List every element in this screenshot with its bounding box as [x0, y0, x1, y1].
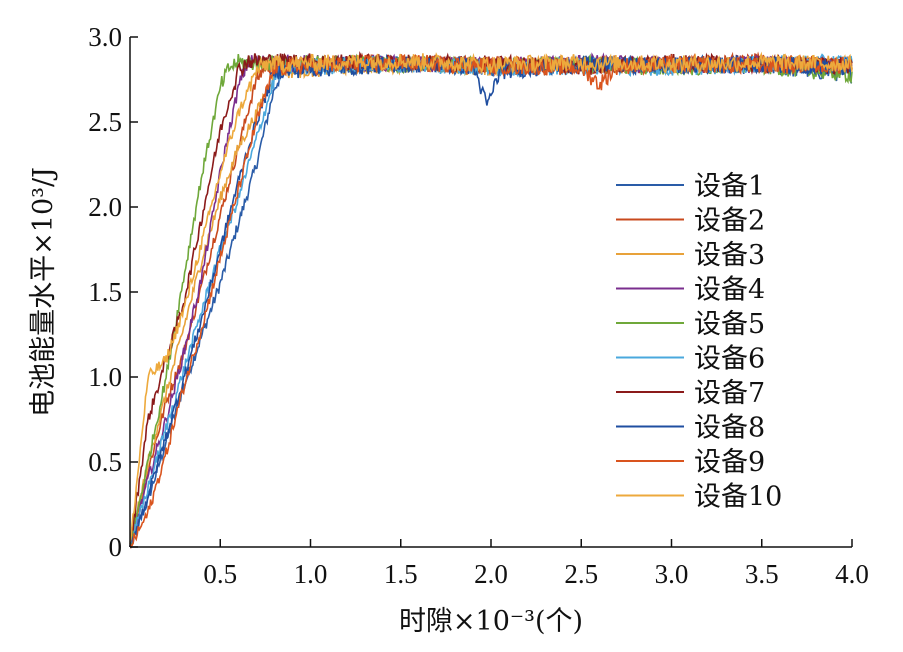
legend-label: 设备6 — [694, 344, 765, 375]
y-axis-title: 电池能量水平×10³/J — [28, 167, 59, 417]
legend-label: 设备10 — [694, 482, 782, 513]
y-tick-label: 0 — [109, 532, 123, 562]
x-tick-label: 2.0 — [474, 559, 508, 589]
legend-label: 设备2 — [694, 206, 765, 237]
legend-label: 设备9 — [694, 447, 765, 478]
legend-label: 设备4 — [694, 275, 765, 306]
y-tick-label: 2.5 — [88, 107, 122, 137]
y-tick-label: 3.0 — [88, 22, 122, 52]
series-line — [129, 51, 853, 543]
legend-label: 设备8 — [694, 413, 765, 444]
x-tick-label: 1.0 — [294, 559, 328, 589]
x-tick-label: 4.0 — [835, 559, 869, 589]
legend-label: 设备3 — [694, 240, 765, 271]
x-tick-label: 3.0 — [655, 559, 689, 589]
legend-label: 设备7 — [694, 378, 765, 409]
series-line — [129, 53, 853, 549]
y-axis-ticks: 0 0.5 1.0 1.5 2.0 2.5 3.0 — [88, 22, 138, 562]
x-axis-title: 时隙×10⁻³(个) — [399, 606, 583, 637]
x-tick-label: 0.5 — [203, 559, 237, 589]
series-line — [129, 54, 853, 547]
x-tick-label: 2.5 — [564, 559, 598, 589]
x-tick-label: 3.5 — [745, 559, 779, 589]
x-axis-ticks: 0.5 1.0 1.5 2.0 2.5 3.0 3.5 4.0 — [203, 539, 869, 589]
y-tick-label: 1.0 — [88, 362, 122, 392]
plot-area — [129, 50, 853, 549]
legend-label: 设备1 — [694, 171, 765, 202]
y-tick-label: 0.5 — [88, 447, 122, 477]
legend-label: 设备5 — [694, 309, 765, 340]
y-tick-label: 2.0 — [88, 192, 122, 222]
y-tick-label: 1.5 — [88, 277, 122, 307]
x-tick-label: 1.5 — [384, 559, 418, 589]
